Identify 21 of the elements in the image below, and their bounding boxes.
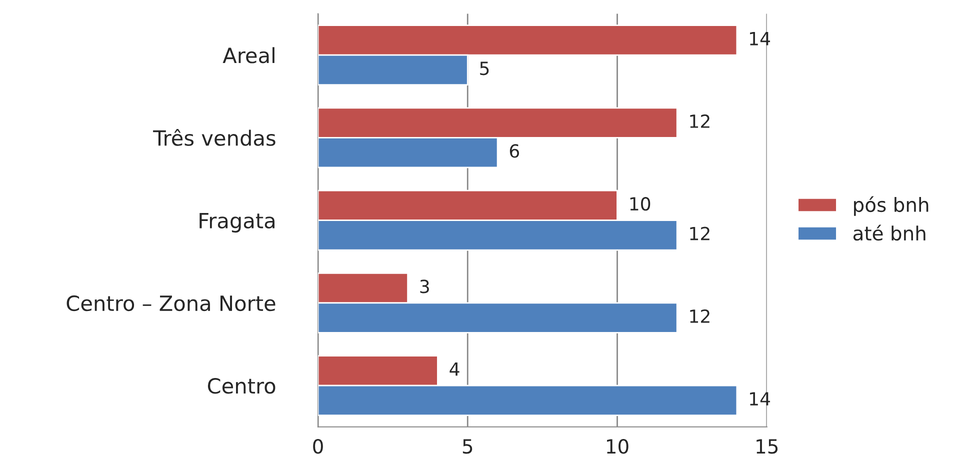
data-label: 12 — [690, 226, 710, 240]
x-tick-label: 5 — [462, 439, 472, 454]
data-label: 10 — [630, 197, 650, 211]
data-label: 14 — [750, 32, 770, 46]
y-tick-label: Areal — [222, 47, 274, 64]
x-tick-label: 10 — [607, 439, 628, 454]
y-tick-label: Fragata — [200, 213, 274, 233]
data-label: 12 — [690, 114, 710, 128]
y-tick-label: Centro – Zona Norte — [66, 295, 276, 312]
y-tick-label: Centro — [208, 378, 276, 394]
legend-label: até bnh — [853, 224, 926, 241]
data-label: 3 — [420, 280, 429, 294]
x-tick-label: 0 — [313, 439, 323, 454]
legend-label: pós bnh — [854, 196, 928, 216]
y-tick-label: Três vendas — [153, 128, 276, 146]
data-label: 4 — [450, 362, 460, 376]
data-label: 6 — [510, 144, 520, 158]
data-label: 5 — [480, 62, 489, 76]
x-tick-label: 15 — [756, 439, 778, 454]
data-label: 14 — [750, 392, 770, 406]
data-label: 12 — [690, 309, 710, 323]
